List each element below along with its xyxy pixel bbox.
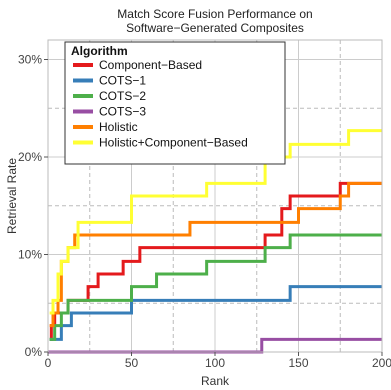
legend-title: Algorithm (71, 44, 128, 58)
y-tick-label: 0% (25, 345, 43, 359)
y-tick-label: 10% (18, 248, 42, 262)
x-tick-label: 50 (125, 356, 139, 370)
chart-title-line-2: Software−Generated Composites (126, 21, 304, 35)
x-axis-label: Rank (201, 374, 230, 388)
legend-entry-3: COTS−3 (99, 105, 146, 119)
legend-entry-2: COTS−2 (99, 89, 146, 103)
legend-entry-1: COTS−1 (99, 74, 146, 88)
y-axis-label: Retrieval Rate (5, 158, 19, 234)
chart-title-line-1: Match Score Fusion Performance on (117, 7, 312, 21)
x-tick-label: 100 (205, 356, 225, 370)
x-tick-label: 200 (372, 356, 391, 370)
legend-entry-0: Component−Based (99, 58, 202, 72)
legend-entry-4: Holistic (99, 120, 138, 134)
y-tick-label: 20% (18, 150, 42, 164)
series-line-1 (50, 287, 382, 340)
legend-entry-5: Holistic+Component−Based (99, 136, 248, 150)
y-tick-label: 30% (18, 53, 42, 67)
x-tick-label: 0 (45, 356, 52, 370)
x-tick-label: 150 (288, 356, 308, 370)
